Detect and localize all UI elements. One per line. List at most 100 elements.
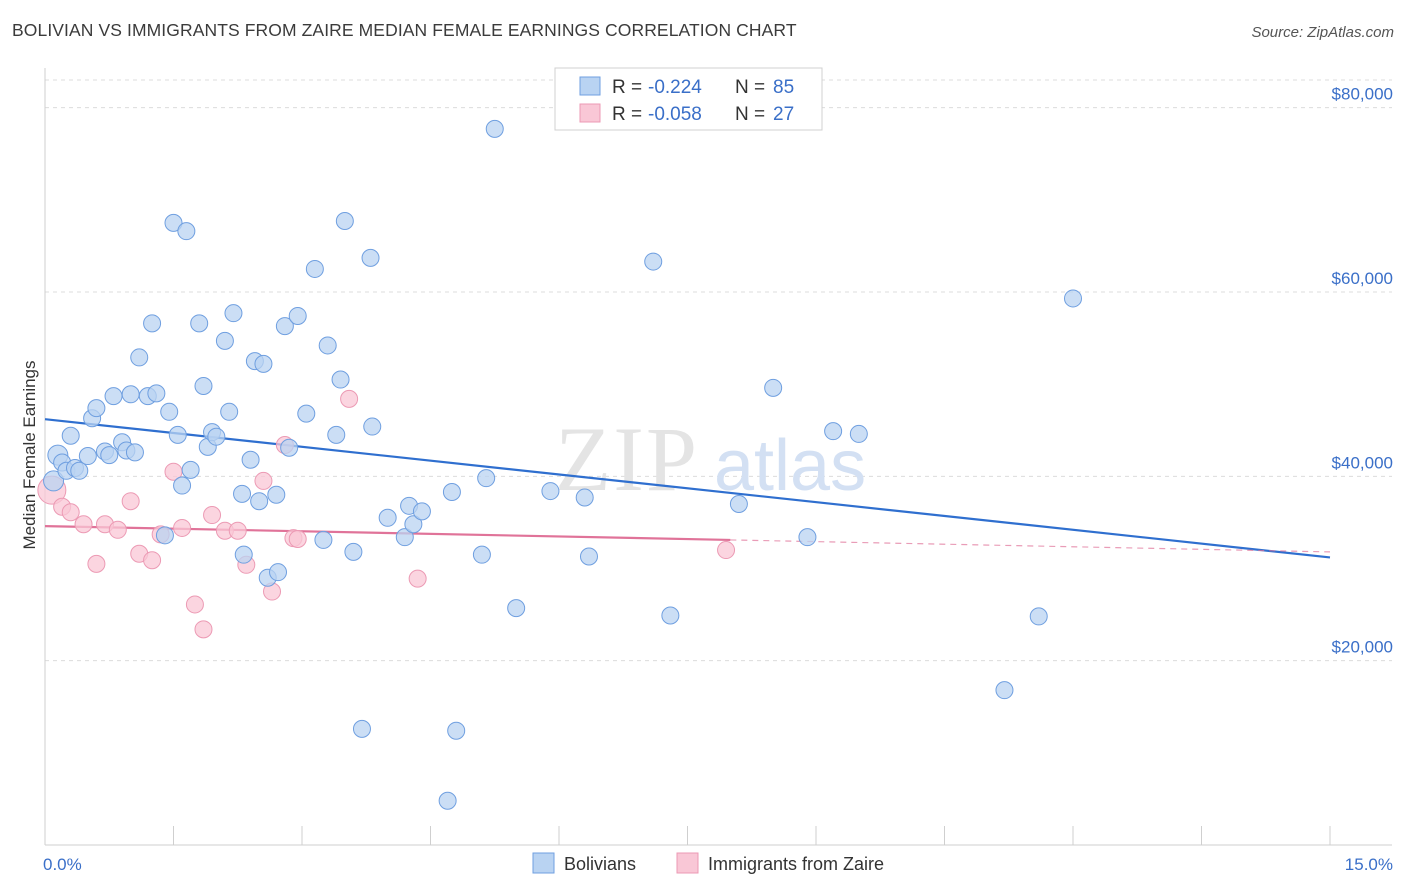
point-bolivians-24 bbox=[168, 425, 187, 444]
point-bolivians-71 bbox=[541, 482, 560, 501]
point-bolivians-72 bbox=[575, 488, 594, 507]
point-bolivians-27 bbox=[181, 460, 200, 479]
point-bolivians-69 bbox=[485, 119, 504, 138]
point-bolivians-40 bbox=[250, 492, 269, 511]
series-bolivians bbox=[43, 119, 1082, 810]
watermark: ZIP atlas bbox=[555, 408, 866, 510]
point-zaire-2 bbox=[61, 503, 80, 522]
legend-n-label-2: N = bbox=[735, 104, 765, 125]
point-bolivians-45 bbox=[275, 317, 294, 336]
chart-source: Source: ZipAtlas.com bbox=[1251, 24, 1394, 41]
point-bolivians-19 bbox=[143, 314, 162, 333]
point-zaire-12 bbox=[173, 518, 192, 537]
legend-r-value-2: -0.058 bbox=[648, 104, 702, 125]
x-tick-label-min: 0.0% bbox=[43, 855, 82, 874]
y-tick-label-20000: $20,000 bbox=[1332, 638, 1393, 657]
bottom-legend-label-zaire: Immigrants from Zaire bbox=[708, 854, 884, 874]
point-bolivians-4 bbox=[61, 426, 80, 445]
point-bolivians-54 bbox=[335, 212, 354, 231]
point-bolivians-0 bbox=[43, 470, 65, 492]
point-zaire-17 bbox=[228, 521, 247, 540]
point-bolivians-52 bbox=[327, 425, 346, 444]
trend-line-zaire-extension bbox=[730, 539, 1331, 553]
point-bolivians-62 bbox=[404, 515, 423, 534]
x-tick-labels: 0.0% 15.0% bbox=[43, 855, 1393, 874]
point-bolivians-29 bbox=[194, 377, 213, 395]
point-bolivians-21 bbox=[155, 526, 174, 545]
bottom-legend-label-bolivians: Bolivians bbox=[564, 854, 636, 874]
point-zaire-4 bbox=[87, 554, 106, 573]
point-bolivians-33 bbox=[215, 331, 234, 350]
point-bolivians-43 bbox=[267, 485, 286, 504]
legend-n-value-1: 85 bbox=[773, 77, 794, 98]
point-zaire-7 bbox=[121, 492, 140, 511]
point-bolivians-74 bbox=[644, 252, 663, 271]
top-legend: R = -0.224 N = 85 R = -0.058 N = 27 bbox=[554, 67, 823, 131]
point-bolivians-83 bbox=[1064, 289, 1082, 308]
point-bolivians-77 bbox=[764, 378, 783, 397]
point-bolivians-50 bbox=[314, 530, 333, 549]
y-tick-labels: $20,000 $40,000 $60,000 $80,000 bbox=[1332, 85, 1393, 657]
point-bolivians-78 bbox=[798, 528, 817, 547]
point-bolivians-70 bbox=[507, 599, 526, 618]
point-bolivians-66 bbox=[447, 721, 466, 740]
y-tick-label-80000: $80,000 bbox=[1332, 85, 1393, 104]
point-bolivians-63 bbox=[412, 502, 431, 521]
point-bolivians-37 bbox=[234, 545, 253, 564]
legend-n-label-1: N = bbox=[735, 77, 765, 98]
point-bolivians-22 bbox=[160, 402, 179, 421]
point-bolivians-47 bbox=[288, 306, 307, 325]
point-bolivians-81 bbox=[995, 681, 1014, 700]
point-bolivians-32 bbox=[207, 427, 226, 446]
point-bolivians-25 bbox=[173, 476, 192, 495]
axes bbox=[44, 68, 1392, 846]
point-bolivians-38 bbox=[241, 450, 260, 469]
point-bolivians-64 bbox=[438, 791, 457, 810]
point-bolivians-17 bbox=[130, 348, 149, 367]
bottom-legend: Bolivians Immigrants from Zaire bbox=[532, 852, 884, 874]
legend-r-label-1: R = bbox=[612, 77, 642, 98]
point-zaire-3 bbox=[74, 515, 93, 534]
point-bolivians-41 bbox=[254, 354, 273, 373]
point-zaire-19 bbox=[254, 471, 273, 490]
point-bolivians-73 bbox=[579, 547, 598, 566]
point-bolivians-23 bbox=[164, 213, 183, 232]
y-tick-label-60000: $60,000 bbox=[1332, 269, 1393, 288]
point-bolivians-12 bbox=[104, 387, 123, 406]
y-axis-title: Median Female Earnings bbox=[20, 361, 39, 550]
point-zaire-26 bbox=[717, 541, 736, 560]
point-bolivians-65 bbox=[442, 482, 461, 501]
chart-title: BOLIVIAN VS IMMIGRANTS FROM ZAIRE MEDIAN… bbox=[12, 20, 797, 40]
legend-swatch-zaire bbox=[579, 103, 601, 123]
point-bolivians-82 bbox=[1029, 607, 1048, 626]
bottom-legend-swatch-zaire bbox=[676, 852, 699, 874]
point-bolivians-48 bbox=[297, 404, 316, 423]
point-bolivians-46 bbox=[280, 438, 299, 457]
point-bolivians-35 bbox=[224, 304, 243, 323]
point-bolivians-58 bbox=[363, 417, 382, 436]
point-bolivians-26 bbox=[177, 222, 196, 241]
point-bolivians-56 bbox=[352, 719, 371, 738]
point-zaire-6 bbox=[108, 520, 127, 539]
point-bolivians-9 bbox=[87, 399, 106, 418]
point-bolivians-51 bbox=[318, 336, 337, 355]
x-tick-label-max: 15.0% bbox=[1345, 855, 1393, 874]
point-bolivians-76 bbox=[729, 494, 748, 513]
point-bolivians-7 bbox=[78, 447, 97, 466]
point-bolivians-16 bbox=[125, 443, 144, 462]
point-zaire-15 bbox=[203, 506, 222, 525]
point-bolivians-28 bbox=[190, 314, 209, 333]
legend-r-value-1: -0.224 bbox=[648, 77, 702, 98]
point-zaire-23 bbox=[288, 530, 307, 548]
trend-line-bolivians bbox=[44, 418, 1331, 559]
point-bolivians-36 bbox=[233, 484, 252, 503]
point-bolivians-59 bbox=[378, 508, 397, 527]
point-bolivians-6 bbox=[70, 461, 89, 480]
point-bolivians-49 bbox=[305, 259, 324, 278]
point-bolivians-55 bbox=[344, 542, 363, 561]
watermark-atlas: atlas bbox=[714, 426, 866, 506]
point-bolivians-11 bbox=[100, 446, 119, 465]
point-zaire-13 bbox=[185, 595, 204, 614]
point-bolivians-75 bbox=[661, 606, 680, 625]
point-zaire-9 bbox=[143, 551, 162, 570]
